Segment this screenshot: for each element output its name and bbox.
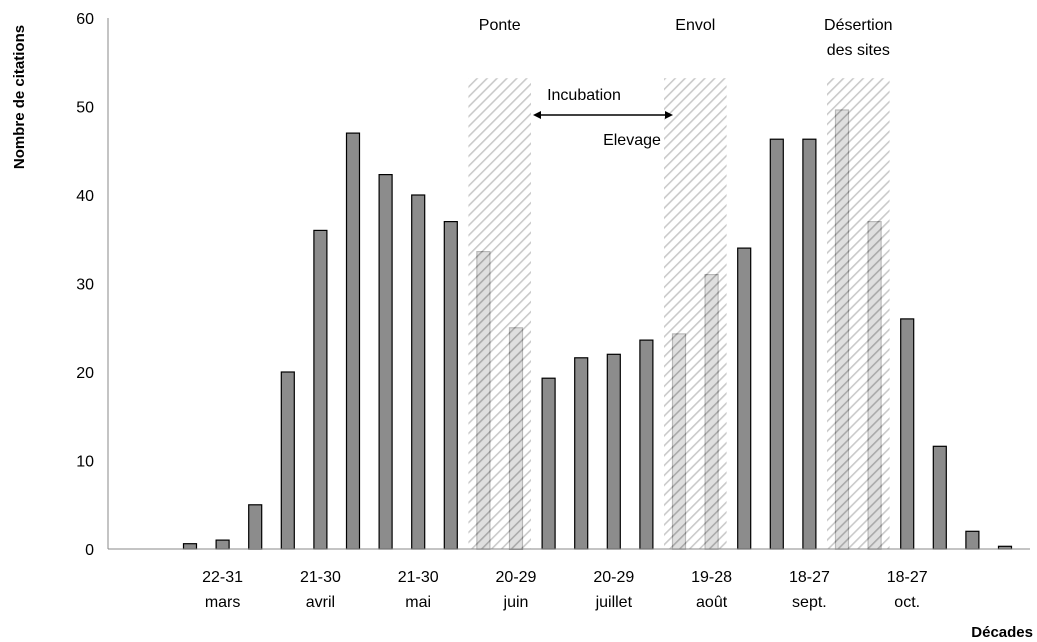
bar: [738, 248, 751, 549]
bar: [770, 139, 783, 549]
bar: [803, 139, 816, 549]
x-tick-label-range: 20-29: [593, 569, 634, 586]
bar: [347, 133, 360, 549]
incubation-label: Incubation: [547, 87, 621, 104]
period-label-line2: des sites: [827, 42, 890, 59]
x-tick-label-range: 21-30: [398, 569, 439, 586]
bar: [412, 195, 425, 549]
x-tick-label-range: 22-31: [202, 569, 243, 586]
x-tick-label-month: sept.: [792, 594, 827, 611]
y-tick-label: 0: [85, 542, 94, 559]
x-tick-label-range: 18-27: [887, 569, 928, 586]
bar: [444, 222, 457, 549]
hatched-periods-layer: [468, 78, 889, 549]
x-tick-label-month: oct.: [894, 594, 920, 611]
x-tick-label-month: août: [696, 594, 728, 611]
x-tick-labels: 22-31 mars 21-30 avril 21-30 mai 20-29 juin 20-2…: [202, 569, 928, 611]
y-tick-label: 40: [76, 188, 94, 205]
y-tick-label: 60: [76, 11, 94, 28]
x-tick-label-month: juillet: [595, 594, 633, 611]
period-labels: Ponte Envol Désertion des sites: [479, 17, 893, 59]
elevage-label: Elevage: [603, 132, 661, 149]
y-tick-label: 30: [76, 277, 94, 294]
x-tick-label-month: mai: [405, 594, 431, 611]
bar: [281, 372, 294, 549]
period-label-line1: Désertion: [824, 17, 892, 34]
bar: [640, 340, 653, 549]
bar: [901, 319, 914, 549]
y-tick-label: 20: [76, 365, 94, 382]
hatched-period-band: [664, 78, 727, 549]
y-tick-labels: 0 10 20 30 40 50 60: [76, 11, 94, 559]
bar: [216, 540, 229, 549]
y-axis-title: Nombre de citations: [11, 25, 28, 169]
bar: [575, 358, 588, 549]
bar: [542, 378, 555, 549]
bar: [933, 446, 946, 549]
bar: [966, 531, 979, 549]
period-label: Envol: [675, 17, 715, 34]
y-tick-label: 50: [76, 100, 94, 117]
x-tick-label-range: 18-27: [789, 569, 830, 586]
x-tick-label-range: 20-29: [496, 569, 537, 586]
period-arrow: [533, 111, 673, 119]
x-tick-label-month: avril: [306, 594, 335, 611]
x-tick-label-month: mars: [205, 594, 241, 611]
period-label: Ponte: [479, 17, 521, 34]
hatched-period-band: [468, 78, 531, 549]
x-tick-label-range: 19-28: [691, 569, 732, 586]
bar: [249, 505, 262, 549]
bar: [184, 544, 197, 549]
bar: [607, 354, 620, 549]
hatched-period-band: [827, 78, 890, 549]
x-tick-label-month: juin: [503, 594, 529, 611]
y-tick-label: 10: [76, 454, 94, 471]
bar: [314, 230, 327, 549]
x-axis-title: Décades: [971, 624, 1033, 641]
bar: [379, 175, 392, 549]
x-tick-label-range: 21-30: [300, 569, 341, 586]
